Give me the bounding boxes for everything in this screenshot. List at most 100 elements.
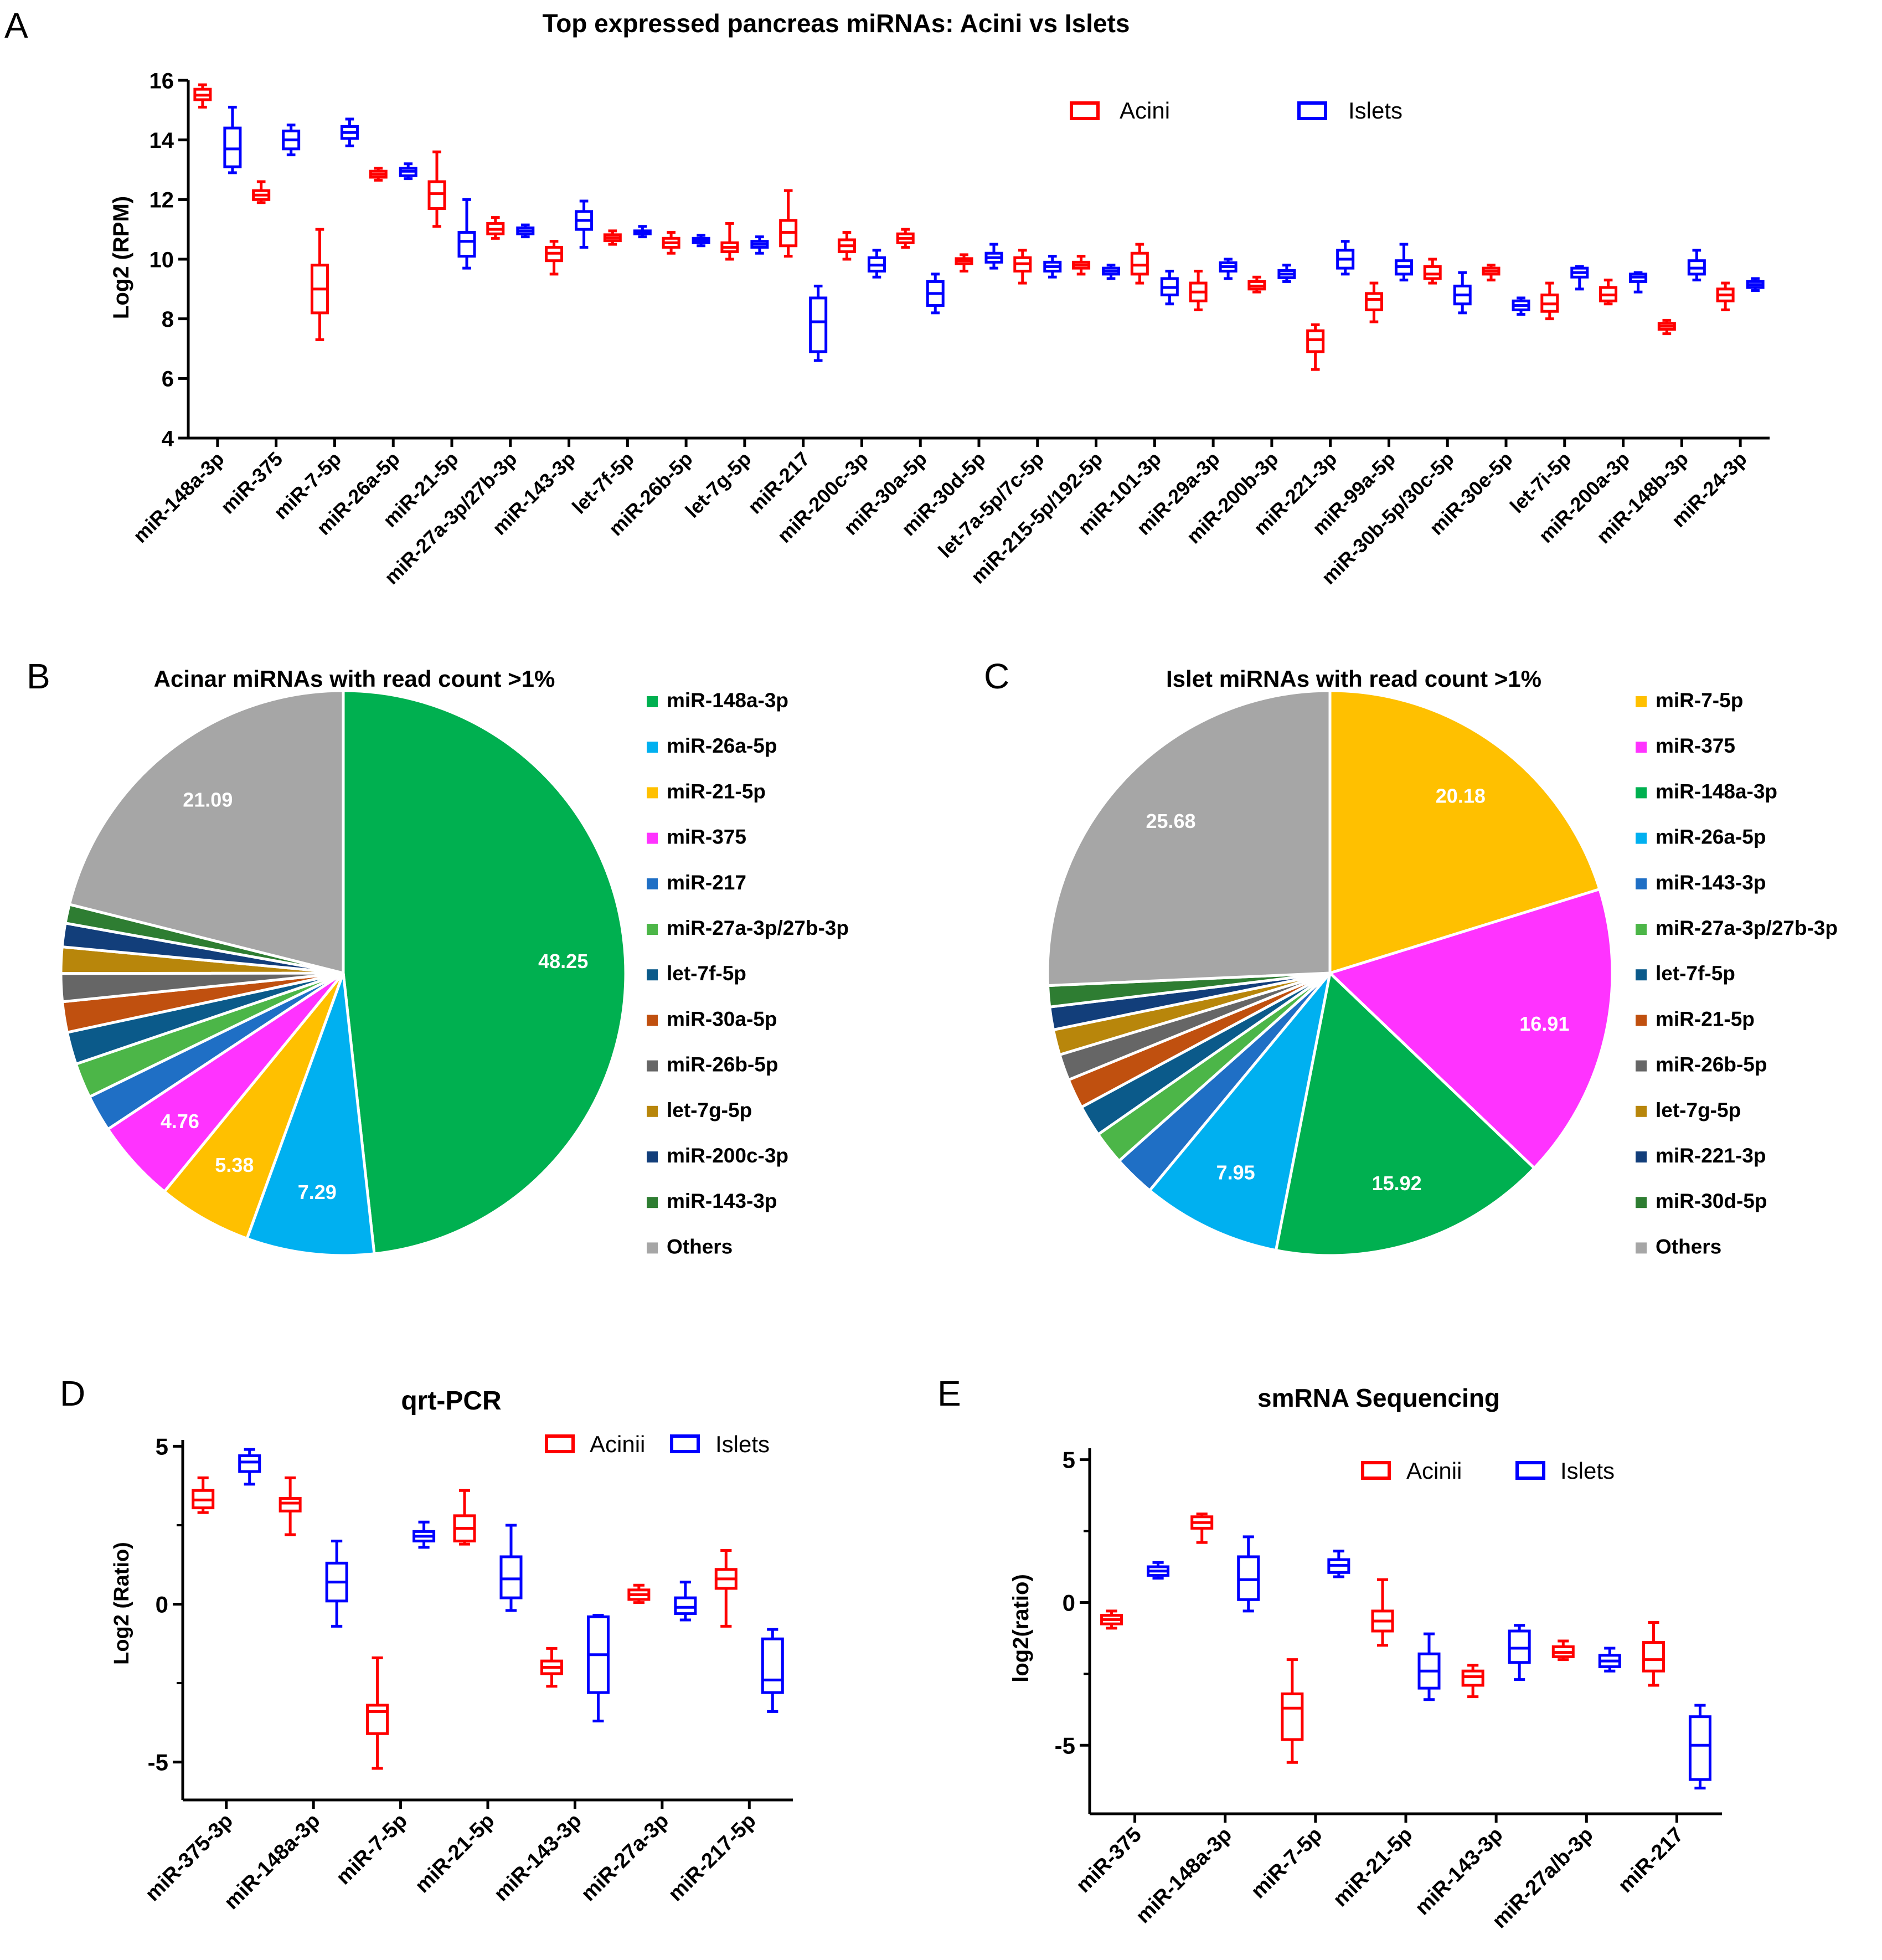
box-iqr: [1508, 1629, 1531, 1664]
legend-label-mir-26b-5p: miR-26b-5p: [667, 1053, 778, 1076]
panel-c-piechart: Islet miRNAs with read count >1% 20.18 16…: [1046, 666, 1838, 1258]
box-acini-mir-215-5p-192-5p: [1072, 255, 1091, 276]
legend-swatch-let-7g-5p: [647, 1105, 658, 1117]
legend-islets-swatch: [1297, 101, 1327, 120]
box-islets-mir-27a-b-3p: [1598, 1647, 1621, 1673]
legend-label-mir-148a-3p: miR-148a-3p: [667, 689, 788, 712]
panel-b-pie: 48.25 7.29 5.38 4.76 21.09: [59, 689, 627, 1257]
legend-label-mir-143-3p: miR-143-3p: [667, 1190, 777, 1212]
box-islets-mir-375-3p: [238, 1448, 261, 1486]
pie-slice-mir-375: [106, 971, 344, 1194]
box-islets-mir-217: [1688, 1704, 1711, 1790]
legend-swatch-mir-217: [647, 878, 658, 889]
legend-label-mir-30a-5p: miR-30a-5p: [667, 1007, 777, 1030]
box-acinii-mir-375-3p: [192, 1476, 215, 1514]
box-islets-mir-143-3p: [586, 1613, 610, 1722]
box-islets-mir-215-5p-192-5p: [1102, 264, 1121, 280]
box-islets-mir-217-5p: [761, 1628, 784, 1713]
legend-acini-swatch: [1070, 101, 1100, 120]
pie-slice-mir-7-5p: [1328, 689, 1602, 975]
box-islets-mir-148b-3p: [1687, 249, 1706, 282]
pie-slice-others: [1046, 689, 1332, 987]
box-acini-mir-99a-5p: [1364, 281, 1383, 323]
legend-label-mir-21-5p: miR-21-5p: [667, 780, 766, 802]
legend-label-mir-26a-5p: miR-26a-5p: [1656, 826, 1766, 848]
panel-e-legend: Acinii Islets: [1361, 1458, 1615, 1484]
legend-label-mir-21-5p: miR-21-5p: [1656, 1007, 1755, 1030]
legend-islets-label: Islets: [1348, 97, 1403, 124]
pie-value-label-mir-26a-5p: 7.95: [1216, 1161, 1255, 1184]
pie-slice-others: [68, 689, 345, 975]
box-islets-mir-375: [282, 124, 301, 157]
panel-label-a: A: [4, 6, 28, 45]
legend-label-mir-26a-5p: miR-26a-5p: [667, 734, 777, 757]
legend-swatch-let-7f-5p: [647, 969, 658, 981]
box-iqr: [1642, 1641, 1665, 1673]
legend-swatch-mir-27a-3p-27b-3p: [647, 924, 658, 935]
box-islets-mir-26b-5p: [692, 234, 710, 248]
legend-swatch-mir-375: [647, 832, 658, 844]
legend-label-mir-143-3p: miR-143-3p: [1656, 871, 1766, 894]
pie-value-label-others: 21.09: [183, 788, 233, 811]
box-islets-mir-30a-5p: [926, 272, 945, 315]
legend-islets-swatch: [1515, 1461, 1545, 1480]
box-acinii-mir-143-3p: [540, 1647, 563, 1688]
box-acini-mir-200b-3p: [1247, 275, 1266, 294]
box-acini-mir-27a-3p-27b-3p: [486, 216, 505, 240]
box-acini-let-7i-5p: [1540, 281, 1559, 321]
box-acini-mir-148a-3p: [193, 83, 212, 109]
pie-slice-mir-148a-3p: [1274, 970, 1536, 1257]
panel-label-e: E: [937, 1373, 961, 1413]
box-iqr: [1130, 251, 1149, 276]
box-iqr: [809, 296, 828, 353]
legend-swatch-others: [647, 1242, 658, 1254]
legend-swatch-mir-148a-3p: [647, 696, 658, 707]
pie-slice-mir-375: [1327, 887, 1614, 1170]
box-islets-let-7f-5p: [633, 225, 652, 239]
legend-islets-label: Islets: [715, 1431, 770, 1457]
legend-acinii-swatch: [545, 1434, 575, 1453]
box-acini-mir-7-5p: [310, 228, 329, 341]
box-islets-let-7a-5p-7c-5p: [1043, 255, 1062, 279]
box-acini-let-7f-5p: [603, 229, 622, 246]
box-islets-mir-101-3p: [1160, 270, 1179, 306]
box-islets-mir-99a-5p: [1394, 243, 1413, 282]
legend-swatch-mir-375: [1636, 742, 1647, 753]
legend-swatch-mir-143-3p: [1636, 878, 1647, 889]
pie-slice-mir-21-5p: [162, 972, 345, 1241]
box-islets-mir-148a-3p: [325, 1539, 348, 1628]
box-islets-mir-29a-3p: [1219, 258, 1238, 280]
pie-value-label-others: 25.68: [1146, 810, 1195, 832]
box-islets-let-7g-5p: [750, 235, 769, 255]
box-islets-mir-143-3p: [1508, 1624, 1531, 1681]
box-iqr: [457, 231, 476, 258]
panel-b-piechart: Acinar miRNAs with read count >1% 48.25 7…: [59, 666, 849, 1258]
legend-label-let-7f-5p: let-7f-5p: [1656, 962, 1735, 985]
legend-swatch-mir-26b-5p: [647, 1060, 658, 1072]
box-islets-mir-221-3p: [1336, 240, 1355, 276]
panel-a-y-axis-label: Log2 (RPM): [109, 196, 133, 319]
box-islets-mir-200b-3p: [1277, 264, 1296, 283]
panel-label-c: C: [984, 656, 1009, 696]
pie-value-label-mir-7-5p: 20.18: [1436, 785, 1486, 807]
box-islets-let-7i-5p: [1570, 265, 1589, 291]
box-acini-mir-200c-3p: [837, 231, 856, 261]
y-tick-label: 10: [149, 248, 174, 272]
box-acinii-mir-143-3p: [1461, 1664, 1484, 1699]
legend-swatch-mir-148a-3p: [1636, 787, 1647, 799]
panel-c-legend: miR-7-5p miR-375 miR-148a-3p miR-26a-5p miR-…: [1636, 689, 1838, 1258]
box-iqr: [1281, 1692, 1304, 1741]
panel-a-legend: Acini Islets: [1070, 97, 1403, 124]
panel-b-title: Acinar miRNAs with read count >1%: [154, 666, 555, 692]
box-islets-mir-27a-3p-27b-3p: [516, 223, 535, 239]
legend-swatch-mir-200c-3p: [647, 1151, 658, 1162]
legend-swatch-mir-26a-5p: [1636, 832, 1647, 844]
legend-swatch-mir-143-3p: [647, 1197, 658, 1208]
box-iqr: [674, 1596, 697, 1616]
legend-label-let-7g-5p: let-7g-5p: [667, 1099, 752, 1122]
box-acini-mir-24-3p: [1716, 281, 1735, 312]
legend-label-mir-375: miR-375: [1656, 734, 1735, 757]
box-acini-mir-29a-3p: [1189, 270, 1208, 312]
box-acini-mir-21-5p: [427, 150, 446, 228]
y-tick-label: -5: [148, 1750, 168, 1776]
